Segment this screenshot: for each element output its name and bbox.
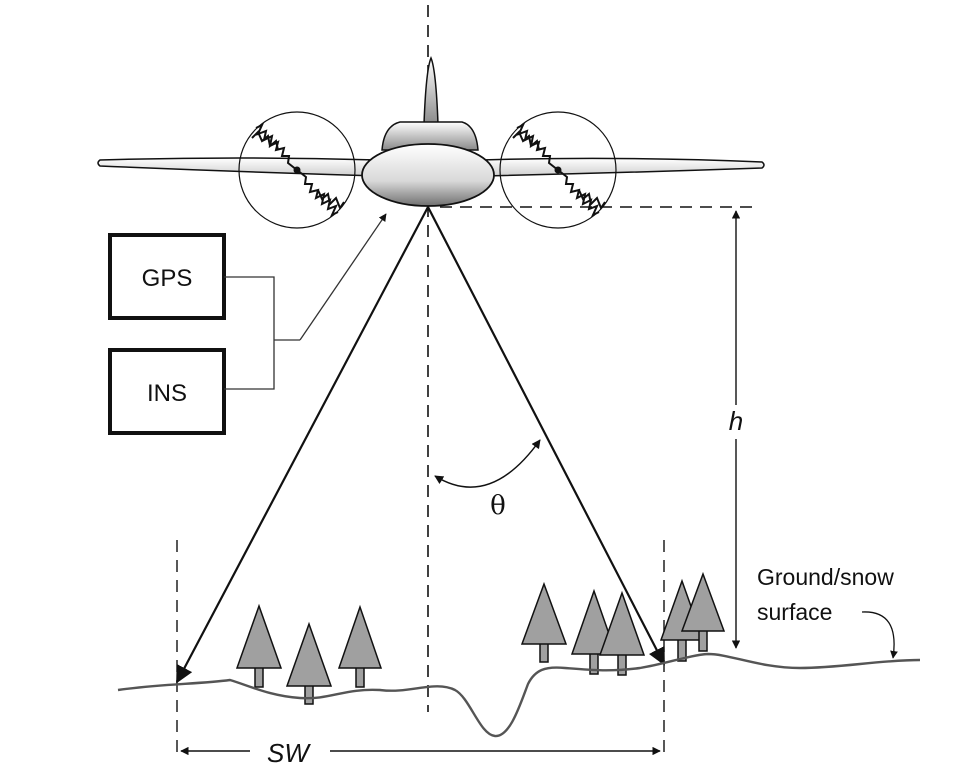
cockpit — [381, 121, 479, 151]
tree — [680, 571, 726, 652]
trees — [235, 571, 726, 705]
tree — [520, 581, 568, 663]
gps-box: GPS — [108, 233, 226, 320]
tree — [235, 603, 283, 688]
aircraft — [97, 56, 765, 229]
fuselage — [361, 143, 495, 207]
gps-label: GPS — [142, 265, 193, 292]
laser-beam-right — [427, 206, 665, 666]
ins-label: INS — [147, 380, 187, 407]
swath-width-label: SW — [267, 738, 311, 768]
ground-surface-pointer — [861, 611, 898, 659]
ground-surface-label-line2: surface — [757, 599, 832, 625]
propeller-right — [499, 111, 617, 229]
tree — [598, 590, 646, 676]
tree — [285, 621, 333, 705]
tree — [570, 588, 618, 675]
scan-angle-arc — [434, 439, 541, 488]
tree — [337, 604, 383, 688]
propeller-left — [238, 111, 356, 229]
ground-surface-line — [117, 652, 921, 738]
ins-box: INS — [108, 348, 226, 435]
height-label: h — [729, 406, 743, 436]
gps-ins-connector — [224, 276, 300, 390]
ground-surface-label-line1: Ground/snow — [757, 564, 894, 590]
wing-left — [97, 157, 379, 177]
connector-arrow — [299, 213, 387, 341]
wing-right — [479, 157, 765, 177]
tail-fin — [423, 56, 439, 125]
laser-beam-left — [176, 206, 429, 684]
scan-angle-label: θ — [490, 491, 506, 521]
